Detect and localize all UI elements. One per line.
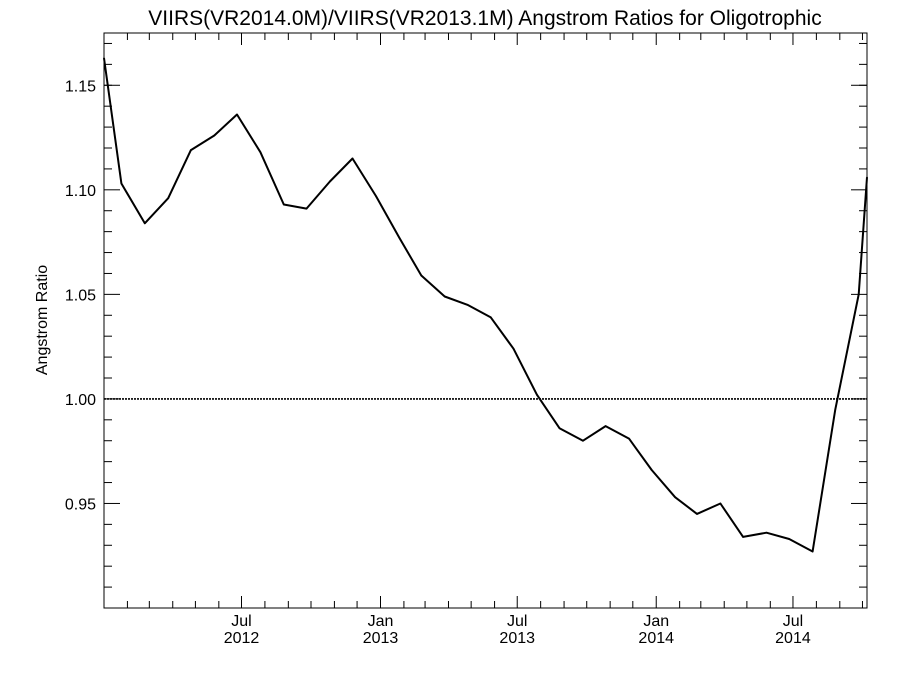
- data-point: [398, 237, 401, 239]
- chart-title: VIIRS(VR2014.0M)/VIIRS(VR2013.1M) Angstr…: [148, 7, 821, 30]
- data-point: [536, 393, 538, 396]
- data-point: [103, 57, 105, 59]
- x-tick-month-label: Jul: [507, 613, 527, 630]
- y-tick-label: 1.15: [65, 78, 96, 95]
- data-point: [466, 304, 469, 306]
- data-point: [719, 502, 722, 505]
- data-point: [512, 347, 515, 350]
- data-point: [788, 538, 790, 540]
- label-layer: 0.951.001.051.101.15Jul2012Jan2013Jul201…: [65, 78, 811, 647]
- y-tick-label: 1.00: [65, 392, 96, 409]
- data-point: [236, 113, 238, 116]
- data-point: [213, 134, 216, 137]
- x-tick-month-label: Jul: [231, 613, 251, 630]
- x-tick-year-label: 2013: [363, 630, 399, 647]
- x-tick-year-label: 2012: [224, 630, 260, 647]
- data-point: [259, 151, 262, 153]
- grid-layer: [104, 84, 867, 504]
- data-point: [582, 439, 584, 442]
- data-point: [443, 295, 446, 298]
- data-point: [420, 274, 423, 277]
- data-point: [558, 427, 561, 429]
- x-tick-year-label: 2014: [775, 630, 811, 647]
- tick-layer: [104, 33, 867, 608]
- data-point: [305, 207, 308, 210]
- x-tick-year-label: 2014: [638, 630, 674, 647]
- y-tick-label: 1.05: [65, 287, 96, 304]
- y-tick-label: 0.95: [65, 496, 96, 513]
- data-point: [167, 197, 170, 199]
- data-point: [628, 437, 630, 440]
- x-tick-month-label: Jul: [783, 613, 803, 630]
- data-point: [190, 149, 192, 151]
- data-point: [489, 316, 492, 319]
- series-line: [103, 57, 868, 553]
- x-tick-year-label: 2013: [499, 630, 535, 647]
- data-point: [857, 293, 860, 296]
- plot-frame: [103, 32, 868, 609]
- data-point: [282, 203, 285, 206]
- data-point: [120, 182, 123, 185]
- y-tick-label: 1.10: [65, 183, 96, 200]
- data-point: [329, 180, 331, 183]
- data-point: [674, 496, 676, 498]
- y-axis-label: Angstrom Ratio: [34, 265, 51, 375]
- data-point: [604, 425, 607, 427]
- data-point: [650, 469, 653, 471]
- data-point: [375, 195, 377, 197]
- data-point: [765, 531, 768, 534]
- data-point: [351, 157, 354, 160]
- data-point: [742, 536, 744, 538]
- data-point: [811, 550, 814, 553]
- x-tick-month-label: Jan: [643, 613, 669, 630]
- x-tick-month-label: Jan: [368, 613, 394, 630]
- data-point: [834, 408, 837, 411]
- data-point: [866, 176, 868, 179]
- series-layer: [103, 57, 868, 553]
- data-point: [696, 513, 698, 515]
- data-point: [143, 222, 146, 225]
